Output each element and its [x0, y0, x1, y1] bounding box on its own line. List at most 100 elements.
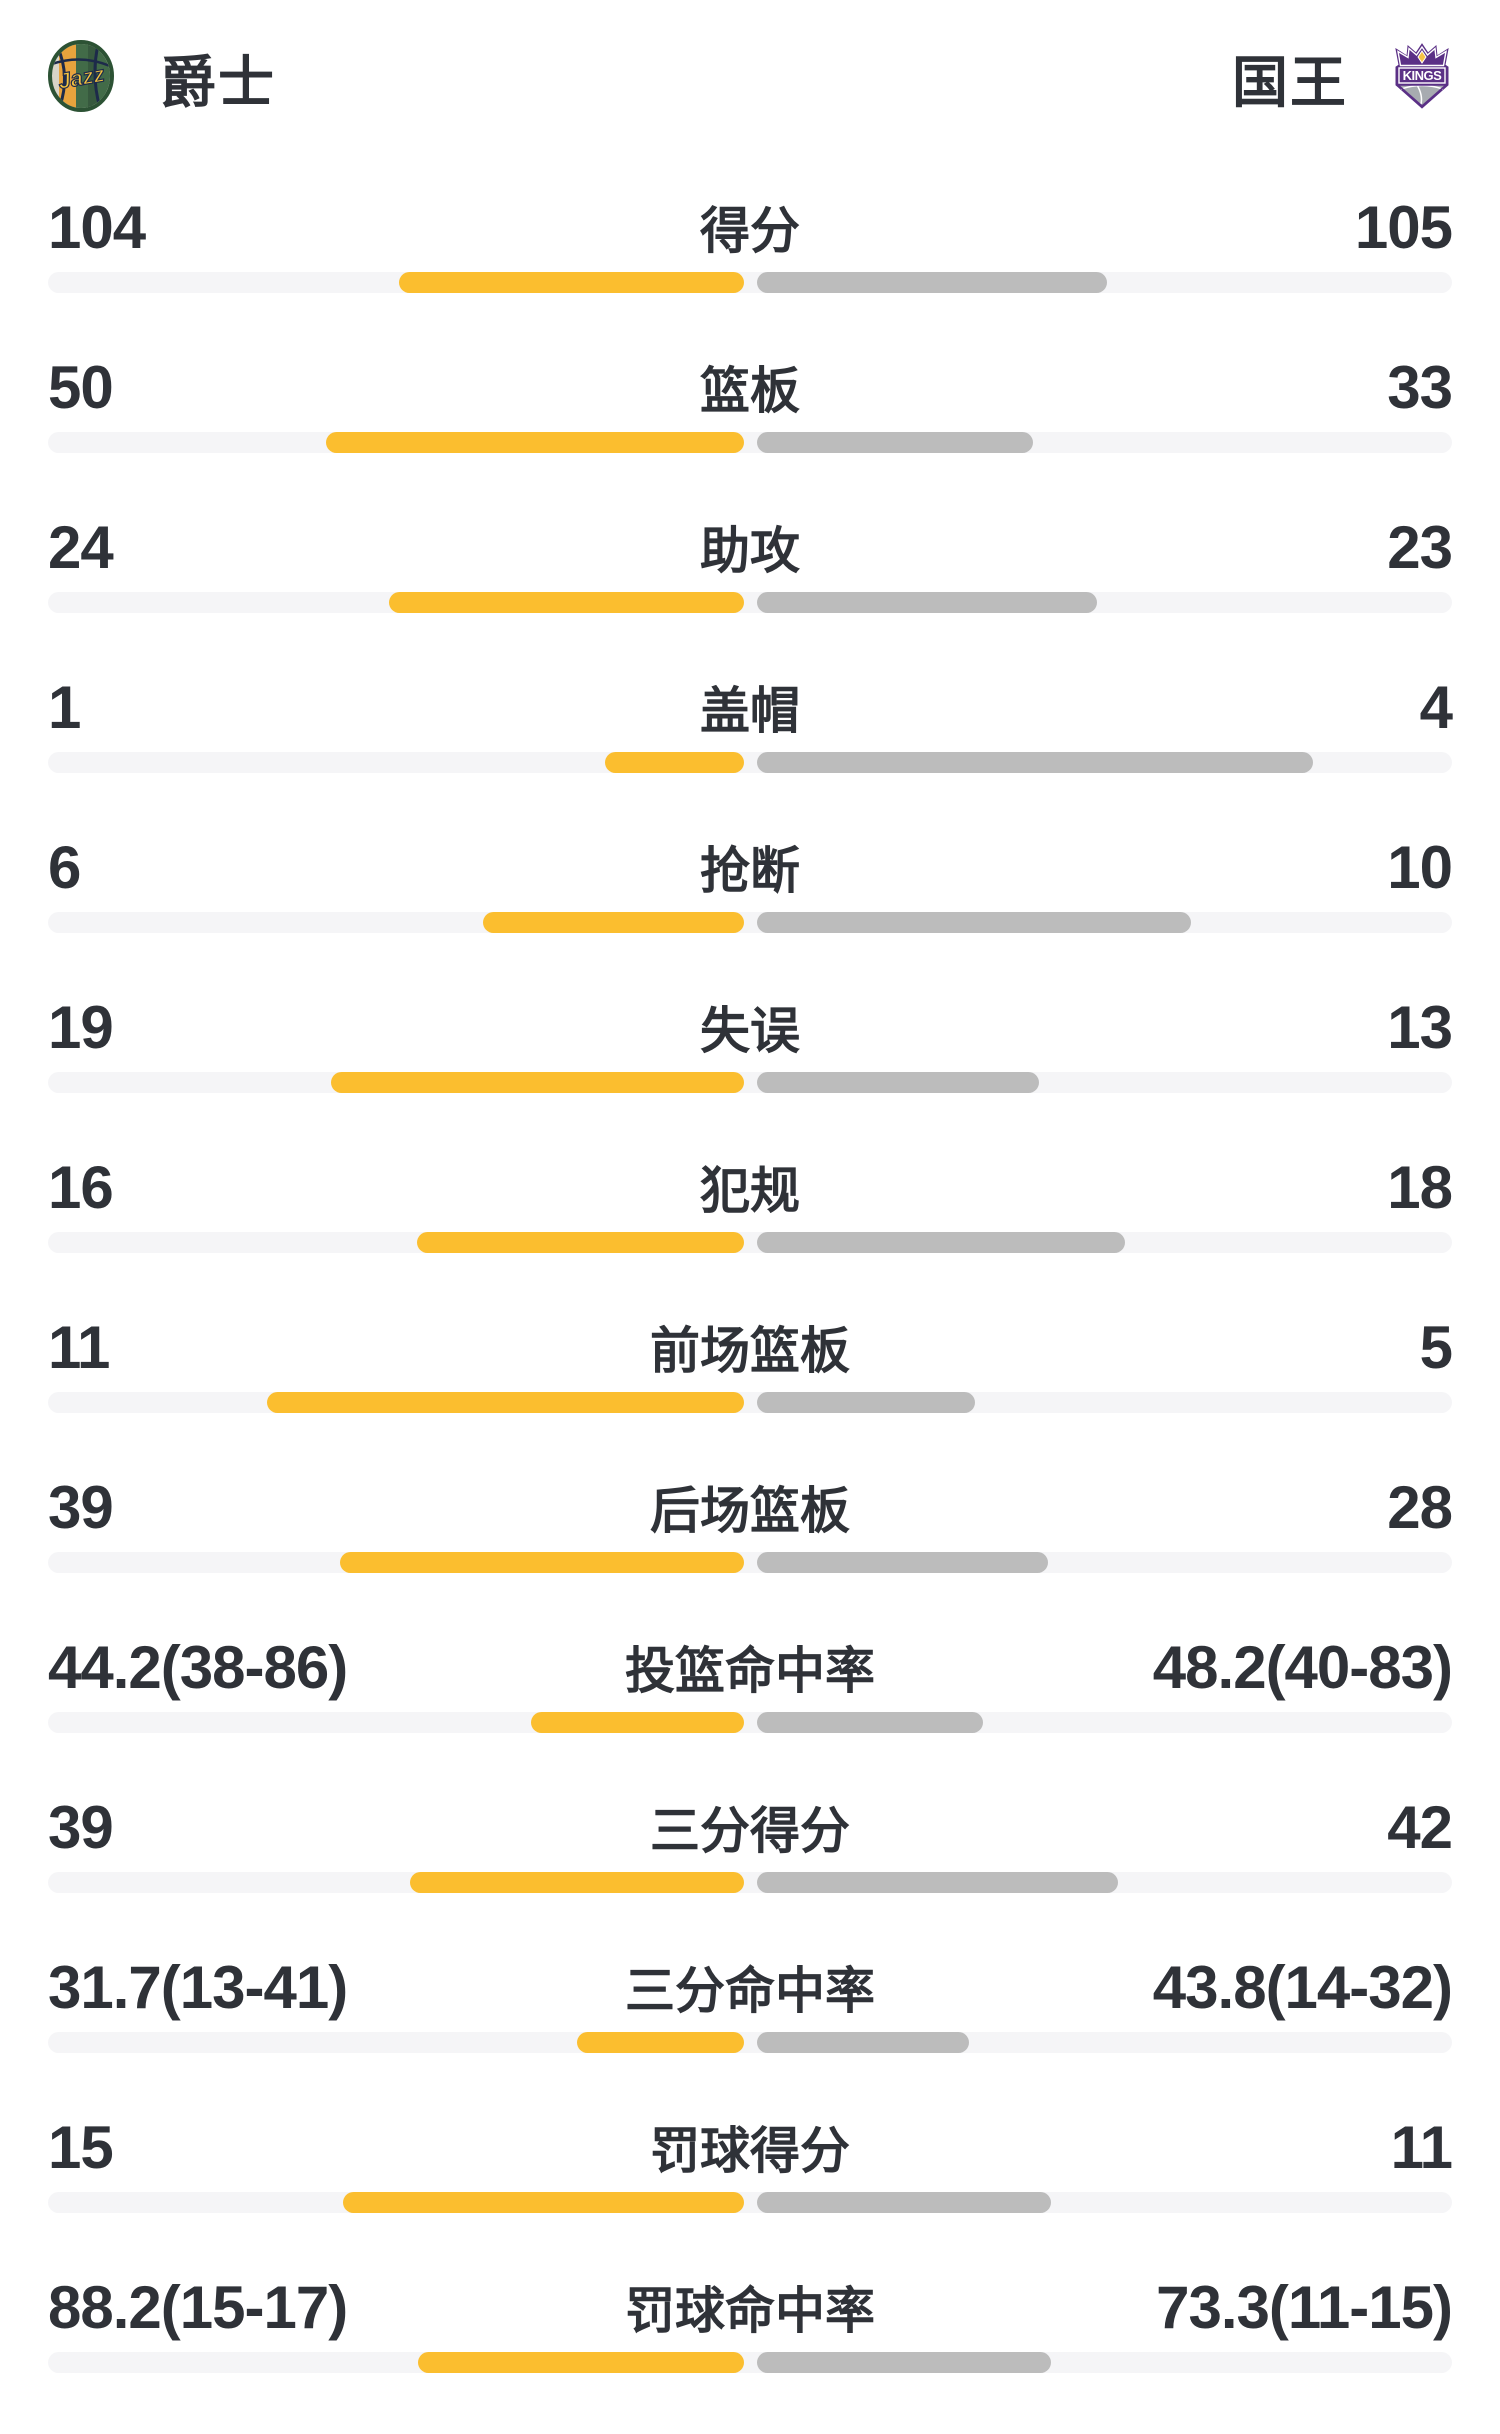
stat-value-left: 16 [48, 1153, 114, 1221]
stat-value-left: 39 [48, 1473, 114, 1541]
stat-bar-right [757, 2352, 1051, 2373]
stat-line: 1 盖帽 4 [48, 673, 1453, 741]
stat-label: 三分命中率 [625, 1963, 875, 2019]
stat-bar-right [757, 1392, 975, 1413]
stat-row: 39 后场篮板 28 [48, 1473, 1453, 1634]
stat-bar-right [757, 912, 1192, 933]
stat-bar-track [48, 272, 1452, 293]
stat-value-left: 24 [48, 513, 114, 581]
teams-header: Jazz 爵士 国王 KINGS [48, 39, 1452, 114]
stat-line: 39 后场篮板 28 [48, 1473, 1453, 1541]
stat-bar-right [757, 1552, 1048, 1573]
stat-bar-track [48, 1552, 1452, 1573]
team-name-left: 爵士 [160, 50, 276, 114]
stat-bar-left [331, 1072, 744, 1093]
stat-label: 抢断 [700, 843, 800, 899]
stat-bar-left [325, 432, 744, 453]
stat-bar-track [48, 1232, 1452, 1253]
stat-value-left: 19 [48, 993, 114, 1061]
stat-value-left: 15 [48, 2113, 114, 2181]
stat-bar-track [48, 432, 1452, 453]
stat-line: 6 抢断 10 [48, 833, 1453, 901]
stat-label: 罚球得分 [650, 2123, 850, 2179]
stat-row: 44.2(38-86) 投篮命中率 48.2(40-83) [48, 1633, 1453, 1794]
stat-row: 6 抢断 10 [48, 833, 1453, 994]
stat-bar-track [48, 2352, 1452, 2373]
stat-bar-track [48, 1712, 1452, 1733]
stat-bar-right [757, 752, 1313, 773]
stat-line: 50 篮板 33 [48, 353, 1453, 421]
stat-bar-track [48, 1872, 1452, 1893]
stat-bar-left [416, 1232, 744, 1253]
stat-bar-right [757, 592, 1097, 613]
stat-bar-right [757, 1712, 983, 1733]
stat-bar-left [388, 592, 744, 613]
stat-label: 三分得分 [650, 1803, 850, 1859]
stat-bar-right [757, 1232, 1125, 1253]
team-right: 国王 KINGS [1232, 38, 1452, 119]
stat-bar-right [757, 2032, 969, 2053]
stat-bar-left [530, 1712, 744, 1733]
stat-value-right: 4 [1419, 673, 1453, 741]
stat-row: 31.7(13-41) 三分命中率 43.8(14-32) [48, 1953, 1453, 2114]
stat-bar-right [757, 1872, 1118, 1893]
stat-value-right: 18 [1387, 1153, 1453, 1221]
stat-bar-right [757, 2192, 1051, 2213]
stat-value-right: 48.2(40-83) [1152, 1633, 1453, 1701]
stat-value-right: 42 [1387, 1793, 1453, 1861]
stat-value-left: 50 [48, 353, 114, 421]
stat-row: 16 犯规 18 [48, 1153, 1453, 1314]
team-left: Jazz 爵士 [48, 38, 276, 119]
stat-value-right: 28 [1387, 1473, 1453, 1541]
stat-row: 50 篮板 33 [48, 353, 1453, 514]
stat-label: 罚球命中率 [625, 2283, 875, 2339]
stat-label: 失误 [700, 1003, 800, 1059]
stat-bar-left [483, 912, 744, 933]
stat-value-right: 10 [1387, 833, 1453, 901]
stat-value-left: 11 [48, 1313, 110, 1381]
stat-value-right: 43.8(14-32) [1152, 1953, 1453, 2021]
stat-value-right: 13 [1387, 993, 1453, 1061]
stat-label: 前场篮板 [650, 1323, 850, 1379]
stat-line: 16 犯规 18 [48, 1153, 1453, 1221]
stat-value-right: 73.3(11-15) [1156, 2273, 1453, 2341]
stat-line: 24 助攻 23 [48, 513, 1453, 581]
stats-list: 104 得分 105 50 篮板 33 24 助攻 23 1 盖帽 4 6 抢断 10 19 失误 13 16 犯规 1… [48, 193, 1453, 2434]
stat-row: 19 失误 13 [48, 993, 1453, 1154]
stat-label: 犯规 [700, 1163, 800, 1219]
stat-value-right: 11 [1390, 2113, 1453, 2181]
stat-label: 后场篮板 [650, 1483, 850, 1539]
stat-bar-track [48, 2192, 1452, 2213]
stat-bar-left [339, 1552, 744, 1573]
stat-bar-right [757, 1072, 1040, 1093]
stat-row: 24 助攻 23 [48, 513, 1453, 674]
team-name-right: 国王 [1232, 50, 1348, 114]
stat-bar-left [266, 1392, 744, 1413]
stat-row: 11 前场篮板 5 [48, 1313, 1453, 1474]
stat-value-right: 23 [1387, 513, 1453, 581]
stat-value-left: 31.7(13-41) [48, 1953, 348, 2021]
stat-bar-track [48, 1072, 1452, 1093]
stat-value-right: 105 [1354, 193, 1453, 261]
stat-bar-track [48, 752, 1452, 773]
stat-line: 19 失误 13 [48, 993, 1453, 1061]
stat-label: 助攻 [700, 523, 800, 579]
stat-row: 15 罚球得分 11 [48, 2113, 1453, 2274]
stat-line: 31.7(13-41) 三分命中率 43.8(14-32) [48, 1953, 1453, 2021]
stat-label: 篮板 [700, 363, 800, 419]
stat-row: 39 三分得分 42 [48, 1793, 1453, 1954]
stat-bar-left [605, 752, 744, 773]
kings-team-logo-icon: KINGS [1392, 42, 1452, 114]
stat-value-right: 33 [1387, 353, 1453, 421]
stat-bar-track [48, 592, 1452, 613]
stat-line: 88.2(15-17) 罚球命中率 73.3(11-15) [48, 2273, 1453, 2341]
stat-bar-left [576, 2032, 744, 2053]
stat-line: 39 三分得分 42 [48, 1793, 1453, 1861]
stat-bar-right [757, 272, 1108, 293]
stat-label: 得分 [700, 203, 800, 259]
stat-bar-track [48, 912, 1452, 933]
stat-bar-track [48, 2032, 1452, 2053]
stat-value-left: 6 [48, 833, 81, 901]
stat-line: 104 得分 105 [48, 193, 1453, 261]
